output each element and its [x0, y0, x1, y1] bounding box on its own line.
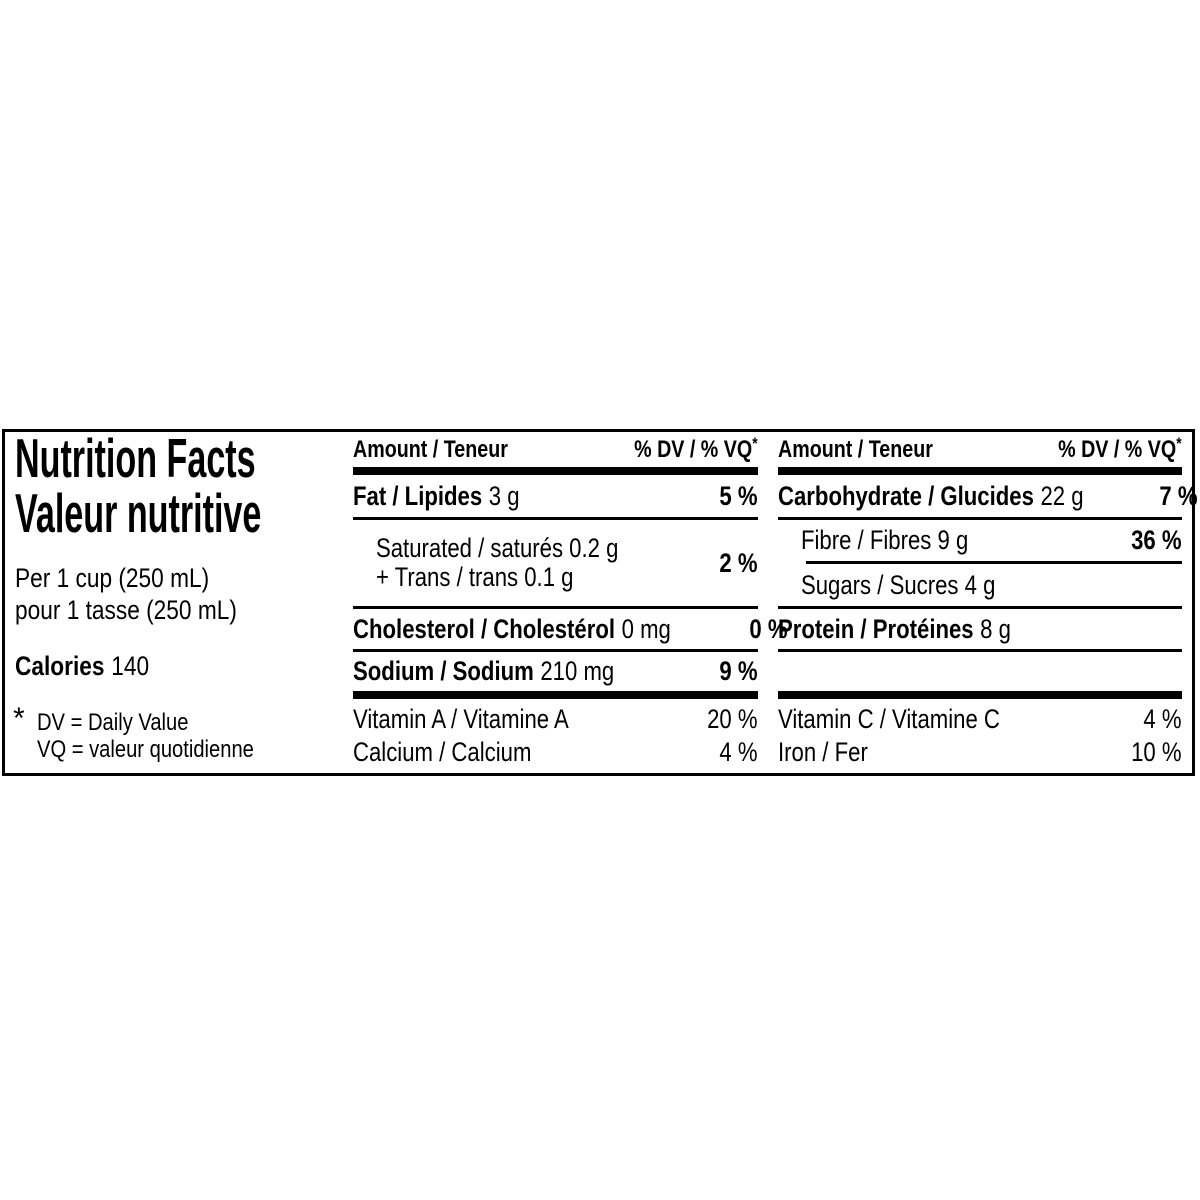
iron-dv: 10 %	[1131, 736, 1182, 767]
sodium-amount: 210 mg	[540, 656, 615, 686]
vitamin-c-label: Vitamin C / Vitamine C	[778, 703, 1000, 734]
thick-divider-bar	[353, 691, 758, 699]
thin-rule	[778, 606, 1182, 609]
fat-label: Fat / Lipides 3 g	[353, 481, 520, 512]
carbohydrate-name: Carbohydrate / Glucides	[778, 480, 1034, 511]
column-header-right: Amount / Teneur % DV / % VQ*	[778, 432, 1182, 467]
row-fibre: Fibre / Fibres 9 g 36 %	[778, 520, 1182, 561]
nutrient-column-left: Amount / Teneur % DV / % VQ* Fat / Lipid…	[353, 432, 787, 773]
serving-size: Per 1 cup (250 mL) pour 1 tasse (250 mL)	[15, 562, 237, 626]
dv-header-text: % DV / % VQ	[1058, 435, 1177, 463]
thin-rule	[778, 649, 1182, 652]
thin-rule	[353, 517, 758, 520]
title-en: Nutrition Facts	[15, 427, 256, 489]
calories-label: Calories	[15, 651, 105, 681]
fibre-label: Fibre / Fibres 9 g	[800, 525, 969, 555]
row-cholesterol: Cholesterol / Cholestérol 0 mg 0 %	[353, 609, 787, 649]
thin-rule	[778, 517, 1182, 520]
thin-rule	[353, 649, 758, 652]
protein-amount: 8 g	[980, 613, 1011, 644]
sugars-label: Sugars / Sucres 4 g	[800, 569, 996, 600]
row-calcium: Calcium / Calcium 4 %	[353, 736, 758, 768]
row-protein: Protein / Protéines 8 g	[778, 609, 1182, 649]
serving-size-fr: pour 1 tasse (250 mL)	[15, 595, 237, 625]
row-fat: Fat / Lipides 3 g 5 %	[353, 475, 758, 517]
saturated-trans-dv: 2 %	[719, 547, 758, 578]
vitamin-a-dv: 20 %	[707, 703, 758, 734]
nutrient-column-right: Amount / Teneur % DV / % VQ* Carbohydrat…	[778, 432, 1197, 773]
row-saturated-trans: Saturated / saturés 0.2 g + Trans / tran…	[353, 520, 758, 606]
trans-line: + Trans / trans 0.1 g	[375, 562, 574, 592]
iron-label: Iron / Fer	[778, 736, 868, 767]
thick-divider-bar	[778, 691, 1182, 699]
footnote: DV = Daily Value VQ = valeur quotidienne	[37, 709, 254, 763]
dv-header-asterisk: *	[1176, 433, 1182, 453]
fibre-dv: 36 %	[1131, 525, 1182, 555]
dv-header-asterisk: *	[752, 433, 758, 453]
row-vitamin-a: Vitamin A / Vitamine A 20 %	[353, 702, 758, 736]
dv-header: % DV / % VQ*	[1058, 433, 1182, 464]
row-carbohydrate: Carbohydrate / Glucides 22 g 7 %	[778, 475, 1197, 517]
carbohydrate-dv: 7 %	[1159, 480, 1198, 511]
thick-divider-bar	[778, 467, 1182, 475]
carbohydrate-label: Carbohydrate / Glucides 22 g	[778, 481, 1084, 512]
protein-label: Protein / Protéines 8 g	[778, 614, 1011, 645]
serving-size-en: Per 1 cup (250 mL)	[15, 563, 210, 593]
thin-rule	[353, 606, 758, 609]
dv-header: % DV / % VQ*	[634, 433, 758, 464]
vitamin-a-label: Vitamin A / Vitamine A	[353, 703, 569, 734]
cholesterol-dv: 0 %	[748, 613, 788, 644]
footnote-fr: VQ = valeur quotidienne	[37, 736, 254, 763]
sodium-label: Sodium / Sodium 210 mg	[353, 656, 614, 687]
carbohydrate-amount: 22 g	[1040, 480, 1084, 511]
sodium-dv: 9 %	[719, 656, 758, 686]
cholesterol-label: Cholesterol / Cholestérol 0 mg	[353, 614, 671, 645]
fat-amount: 3 g	[488, 480, 520, 511]
calories-line: Calories 140	[15, 651, 149, 681]
footnote-asterisk: *	[13, 702, 25, 735]
nutrition-facts-label: Nutrition Facts Valeur nutritive Per 1 c…	[2, 429, 1197, 776]
calcium-label: Calcium / Calcium	[353, 736, 532, 767]
row-sugars: Sugars / Sucres 4 g	[778, 564, 1182, 606]
amount-header: Amount / Teneur	[778, 435, 933, 463]
column-header-left: Amount / Teneur % DV / % VQ*	[353, 432, 758, 467]
sodium-name: Sodium / Sodium	[353, 656, 534, 686]
dv-header-text: % DV / % VQ	[634, 435, 753, 463]
vitamin-c-dv: 4 %	[1143, 703, 1182, 734]
row-vitamin-c: Vitamin C / Vitamine C 4 %	[778, 702, 1182, 736]
thin-rule-indented	[806, 561, 1182, 564]
fat-name: Fat / Lipides	[353, 480, 483, 511]
amount-header: Amount / Teneur	[353, 435, 508, 463]
footnote-en: DV = Daily Value	[37, 709, 189, 736]
saturated-trans-label: Saturated / saturés 0.2 g + Trans / tran…	[353, 534, 618, 592]
protein-name: Protein / Protéines	[778, 613, 974, 644]
panel-title: Nutrition Facts Valeur nutritive	[15, 431, 261, 541]
calories-value: 140	[111, 651, 150, 681]
row-sodium: Sodium / Sodium 210 mg 9 %	[353, 652, 758, 691]
row-iron: Iron / Fer 10 %	[778, 736, 1182, 768]
thick-divider-bar	[353, 467, 758, 475]
cholesterol-name: Cholesterol / Cholestérol	[353, 613, 616, 644]
saturated-line: Saturated / saturés 0.2 g	[375, 533, 619, 563]
info-column: Nutrition Facts Valeur nutritive Per 1 c…	[13, 431, 350, 773]
cholesterol-amount: 0 mg	[621, 613, 671, 644]
title-fr: Valeur nutritive	[15, 482, 262, 544]
calcium-dv: 4 %	[719, 736, 758, 767]
fat-dv: 5 %	[719, 480, 758, 511]
